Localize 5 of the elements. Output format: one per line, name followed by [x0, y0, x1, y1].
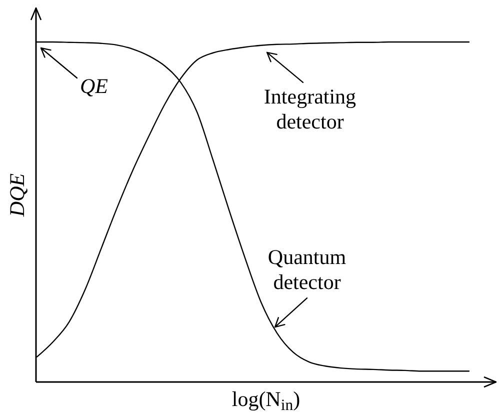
y-axis-title: DQE — [5, 173, 29, 218]
series-label: Quantum detector — [268, 245, 346, 294]
x-axis-title: log(N$_{in}$) — [232, 387, 300, 414]
legend-label: Integrating detector — [264, 84, 357, 134]
annotation: QE — [80, 74, 108, 98]
